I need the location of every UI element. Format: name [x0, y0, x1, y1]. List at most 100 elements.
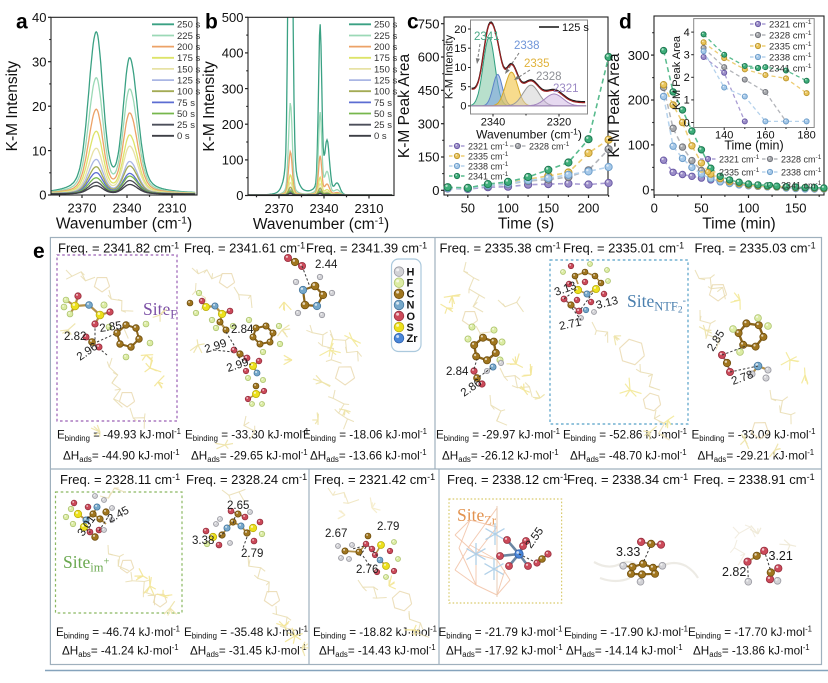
- svg-text:225 s: 225 s: [374, 31, 397, 42]
- svg-text:2.84: 2.84: [446, 366, 469, 378]
- svg-text:150 s: 150 s: [177, 64, 200, 75]
- svg-text:500: 500: [222, 10, 244, 25]
- svg-text:Freq. = 2335.03 cm-1: Freq. = 2335.03 cm-1: [695, 240, 816, 255]
- svg-text:2370: 2370: [265, 201, 294, 216]
- svg-text:2.82: 2.82: [64, 331, 86, 343]
- svg-text:2.76: 2.76: [356, 564, 378, 576]
- svg-text:2310: 2310: [158, 201, 187, 216]
- svg-text:2.79: 2.79: [241, 548, 263, 560]
- svg-text:200 s: 200 s: [177, 42, 200, 53]
- svg-text:150 s: 150 s: [374, 64, 397, 75]
- svg-text:2321 cm-1: 2321 cm-1: [769, 19, 812, 31]
- svg-text:2335 cm-1: 2335 cm-1: [769, 41, 812, 53]
- svg-text:a: a: [16, 11, 28, 34]
- svg-text:125 s: 125 s: [177, 76, 200, 87]
- svg-text:0 s: 0 s: [374, 131, 387, 142]
- svg-text:0: 0: [39, 188, 46, 203]
- svg-text:100: 100: [497, 201, 519, 216]
- svg-text:600: 600: [418, 50, 440, 65]
- svg-text:75 s: 75 s: [374, 98, 392, 109]
- svg-text:Freq. = 2328.11 cm-1: Freq. = 2328.11 cm-1: [60, 472, 180, 487]
- svg-text:Freq. = 2335.01 cm-1: Freq. = 2335.01 cm-1: [563, 240, 684, 255]
- svg-text:200: 200: [222, 117, 244, 132]
- svg-text:125 s: 125 s: [562, 22, 589, 34]
- svg-text:0 s: 0 s: [177, 131, 190, 142]
- svg-text:Freq. = 2341.82 cm-1: Freq. = 2341.82 cm-1: [58, 240, 179, 255]
- svg-text:K-M Intensity: K-M Intensity: [201, 61, 218, 152]
- svg-text:2335: 2335: [524, 58, 550, 70]
- svg-text:100: 100: [628, 138, 650, 153]
- svg-text:300: 300: [628, 48, 650, 63]
- svg-text:Freq. = 2321.42 cm-1: Freq. = 2321.42 cm-1: [314, 472, 435, 487]
- svg-text:175 s: 175 s: [177, 53, 200, 64]
- svg-text:15: 15: [454, 43, 466, 55]
- svg-text:2.79: 2.79: [377, 521, 399, 533]
- svg-text:10: 10: [454, 62, 466, 74]
- svg-text:Freq. = 2328.24 cm-1: Freq. = 2328.24 cm-1: [186, 472, 307, 487]
- svg-text:0: 0: [236, 188, 243, 203]
- svg-text:Time (min): Time (min): [724, 139, 783, 153]
- svg-text:2328: 2328: [536, 71, 562, 83]
- svg-text:400: 400: [222, 46, 244, 61]
- svg-text:225 s: 225 s: [177, 31, 200, 42]
- svg-text:1: 1: [684, 95, 690, 107]
- svg-text:300: 300: [222, 81, 244, 96]
- svg-text:200: 200: [628, 93, 650, 108]
- svg-text:50 s: 50 s: [177, 109, 195, 120]
- svg-text:Freq. = 2338.91 cm-1: Freq. = 2338.91 cm-1: [694, 472, 815, 487]
- svg-text:Time (s): Time (s): [498, 216, 554, 233]
- svg-text:5: 5: [460, 82, 466, 94]
- svg-text:2341 cm-1: 2341 cm-1: [769, 63, 812, 75]
- svg-text:2.84: 2.84: [231, 324, 254, 336]
- svg-text:100: 100: [222, 153, 244, 168]
- svg-text:Wavenumber (cm-1): Wavenumber (cm-1): [476, 127, 582, 142]
- svg-text:175 s: 175 s: [374, 53, 397, 64]
- svg-text:K-M Intensity: K-M Intensity: [444, 34, 456, 99]
- svg-text:2341: 2341: [474, 31, 500, 43]
- svg-text:b: b: [205, 11, 218, 34]
- svg-text:2.44: 2.44: [315, 259, 338, 271]
- svg-text:Time (min): Time (min): [702, 216, 775, 233]
- svg-text:2328 cm-1: 2328 cm-1: [769, 30, 812, 42]
- svg-text:c: c: [407, 11, 419, 34]
- svg-text:2.82: 2.82: [722, 565, 746, 579]
- svg-text:K-M Peak Area: K-M Peak Area: [396, 54, 413, 159]
- svg-text:50: 50: [461, 201, 475, 216]
- svg-text:0: 0: [651, 201, 658, 216]
- svg-text:200: 200: [578, 201, 600, 216]
- svg-text:150: 150: [785, 201, 807, 216]
- svg-text:150: 150: [537, 201, 559, 216]
- svg-text:180: 180: [797, 130, 815, 142]
- svg-text:2.65: 2.65: [227, 500, 249, 512]
- svg-text:4: 4: [684, 27, 690, 39]
- svg-text:100 s: 100 s: [177, 87, 200, 98]
- svg-text:Freq. = 2335.38 cm-1: Freq. = 2335.38 cm-1: [440, 240, 561, 255]
- svg-text:d: d: [619, 11, 632, 34]
- svg-text:30: 30: [32, 54, 46, 69]
- svg-text:Freq. = 2341.39 cm-1: Freq. = 2341.39 cm-1: [306, 240, 427, 255]
- svg-text:2340: 2340: [113, 201, 142, 216]
- svg-text:75 s: 75 s: [177, 98, 195, 109]
- svg-text:Freq. = 2338.34 cm-1: Freq. = 2338.34 cm-1: [567, 472, 688, 487]
- svg-text:0: 0: [642, 183, 649, 198]
- svg-text:20: 20: [454, 24, 466, 36]
- svg-text:0: 0: [432, 183, 439, 198]
- svg-text:2370: 2370: [68, 201, 97, 216]
- svg-text:125 s: 125 s: [374, 76, 397, 87]
- svg-text:300: 300: [418, 116, 440, 131]
- svg-text:K-M Intensity: K-M Intensity: [4, 61, 21, 152]
- svg-text:10: 10: [32, 143, 46, 158]
- svg-text:Freq. = 2341.61 cm-1: Freq. = 2341.61 cm-1: [184, 240, 305, 255]
- svg-text:250 s: 250 s: [177, 20, 200, 31]
- svg-text:2.67: 2.67: [325, 528, 347, 540]
- svg-text:K-M Peak Area: K-M Peak Area: [671, 35, 683, 110]
- svg-text:0: 0: [460, 101, 466, 113]
- svg-text:150: 150: [418, 150, 440, 165]
- svg-text:2: 2: [684, 72, 690, 84]
- svg-text:Wavenumber (cm-1): Wavenumber (cm-1): [253, 215, 389, 233]
- svg-text:Wavenumber (cm-1): Wavenumber (cm-1): [56, 215, 192, 233]
- svg-text:450: 450: [418, 83, 440, 98]
- svg-text:100: 100: [738, 201, 760, 216]
- svg-text:0: 0: [684, 117, 690, 129]
- svg-text:2321: 2321: [553, 83, 579, 95]
